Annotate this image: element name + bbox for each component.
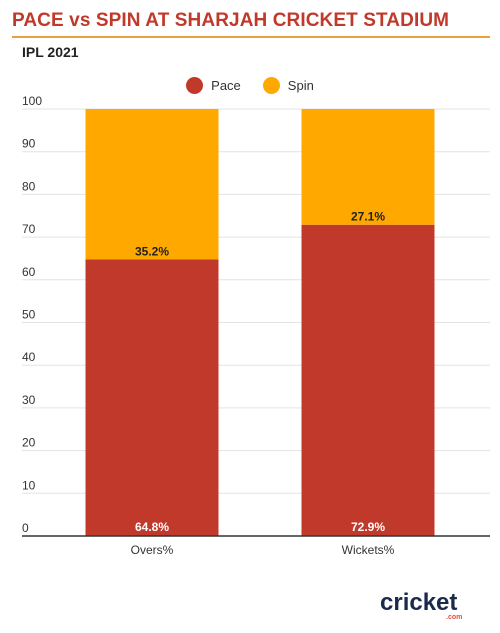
y-tick-label: 100 [22,94,42,108]
chart-subtitle: IPL 2021 [22,44,79,60]
bar-spin-1 [301,109,435,225]
legend-label-spin: Spin [287,77,314,93]
data-label: 35.2% [135,244,169,258]
legend-label-pace: Pace [211,77,241,93]
y-tick-label: 40 [22,350,36,364]
chart-title: PACE vs SPIN AT SHARJAH CRICKET STADIUM [12,10,450,31]
logo-suffix: .com [446,614,462,621]
data-label: 27.1% [351,210,385,224]
data-label: 64.8% [135,520,169,534]
y-tick-label: 90 [22,137,36,151]
y-tick-label: 30 [22,393,36,407]
title-divider [12,36,490,38]
legend-item-spin: Spin [262,76,314,94]
bar-spin-0 [85,109,219,260]
bar-pace-1 [301,224,435,537]
logo-text: cricket [380,589,457,616]
legend-item-pace: Pace [186,76,241,94]
legend-swatch-spin [262,76,280,94]
y-tick-label: 20 [22,436,36,450]
cricket-logo-mark: cricket .com [380,589,462,621]
y-tick-label: 10 [22,478,36,492]
y-tick-label: 60 [22,265,36,279]
y-tick-label: 70 [22,222,36,236]
cricket-com-logo: cricket .com [380,586,480,626]
y-tick-label: 0 [22,521,29,535]
y-tick-label: 50 [22,308,36,322]
bar-pace-0 [85,259,219,536]
y-tick-label: 80 [22,179,36,193]
data-label: 72.9% [351,520,385,534]
legend-swatch-pace [186,76,204,94]
x-tick-label: Overs% [131,543,174,557]
x-tick-label: Wickets% [342,543,395,557]
legend: Pace Spin [0,74,500,96]
